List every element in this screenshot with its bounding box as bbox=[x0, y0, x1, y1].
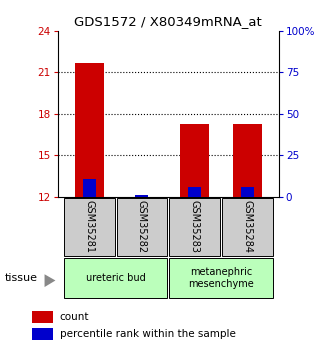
Text: percentile rank within the sample: percentile rank within the sample bbox=[60, 329, 236, 339]
Bar bbox=[64, 258, 167, 298]
Bar bbox=[169, 198, 220, 256]
Bar bbox=[169, 258, 273, 298]
Bar bbox=[117, 198, 167, 256]
Bar bbox=[135, 195, 148, 197]
Title: GDS1572 / X80349mRNA_at: GDS1572 / X80349mRNA_at bbox=[75, 16, 262, 29]
Text: GSM35281: GSM35281 bbox=[84, 200, 94, 253]
Text: metanephric
mesenchyme: metanephric mesenchyme bbox=[188, 267, 254, 288]
Text: GSM35284: GSM35284 bbox=[242, 200, 252, 253]
Text: count: count bbox=[60, 312, 89, 322]
Text: ureteric bud: ureteric bud bbox=[86, 273, 146, 283]
Bar bbox=[188, 187, 201, 197]
Bar bbox=[75, 63, 104, 197]
Bar bbox=[83, 179, 96, 197]
Bar bbox=[180, 124, 209, 197]
Bar bbox=[222, 198, 273, 256]
Text: tissue: tissue bbox=[5, 273, 38, 283]
Polygon shape bbox=[45, 274, 55, 287]
Text: GSM35283: GSM35283 bbox=[190, 200, 200, 253]
Bar bbox=[233, 124, 262, 197]
Bar bbox=[32, 310, 52, 323]
Bar bbox=[64, 198, 115, 256]
Bar bbox=[32, 328, 52, 340]
Bar bbox=[241, 187, 254, 197]
Text: GSM35282: GSM35282 bbox=[137, 200, 147, 253]
